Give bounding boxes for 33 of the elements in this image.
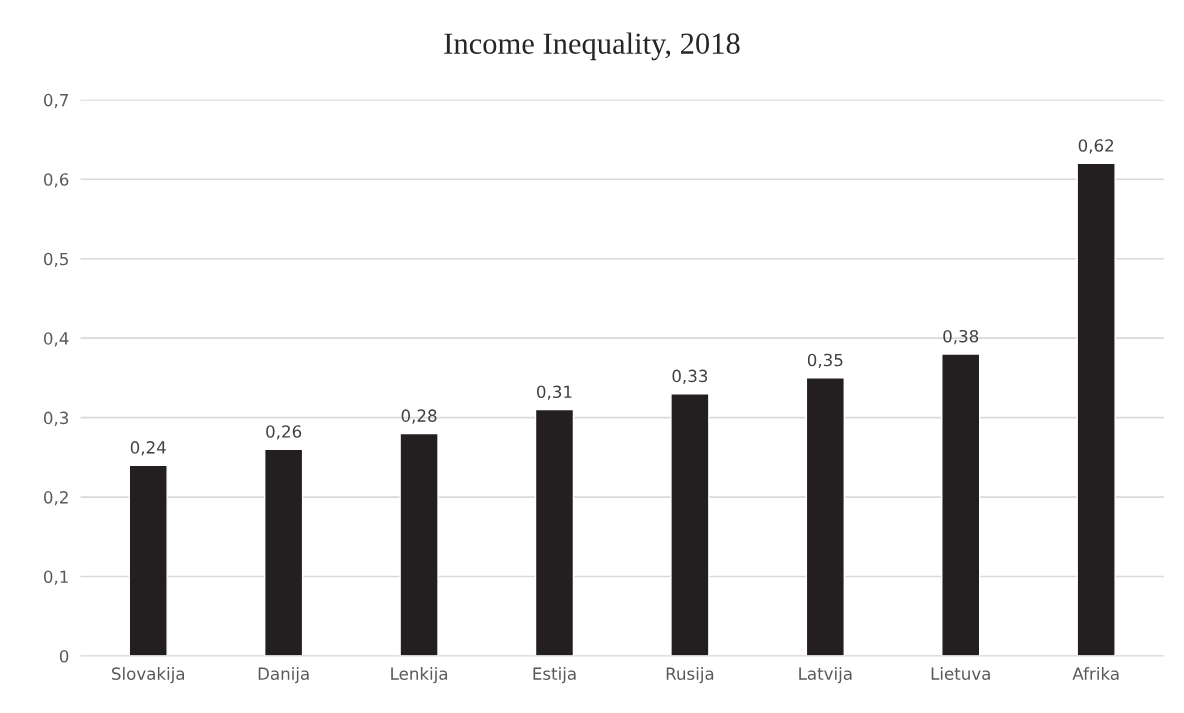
y-tick-label: 0,5: [43, 252, 68, 267]
y-tick-label: 0,3: [43, 411, 69, 426]
y-tick-label: 0,7: [43, 93, 68, 109]
bar: [805, 377, 845, 656]
bar: [670, 393, 710, 656]
bar: [534, 408, 575, 656]
bar: [941, 353, 981, 656]
data-label: 0,28: [401, 409, 437, 424]
data-label: 0,35: [807, 353, 843, 369]
bar: [128, 464, 168, 656]
x-tick-label: Latvija: [799, 667, 852, 684]
x-tick-label: Lietuva: [931, 667, 990, 680]
data-label: 0,38: [943, 329, 979, 345]
y-tick-label: 0,6: [43, 173, 69, 188]
y-tick-label: 0,4: [43, 332, 69, 347]
bar: [399, 432, 439, 656]
x-tick-label: Slovakija: [112, 667, 185, 684]
data-label: 0,33: [672, 369, 708, 384]
x-tick-label: Rusija: [666, 667, 714, 684]
bar: [263, 448, 304, 656]
data-label: 0,26: [266, 425, 302, 440]
x-tick-label: Estija: [533, 667, 576, 684]
x-tick-label: Lenkija: [391, 667, 448, 684]
y-tick-label: 0: [59, 649, 69, 663]
chart-title: Income Inequality, 2018: [444, 32, 740, 61]
y-tick-label: 0,1: [43, 570, 68, 585]
data-label: 0,24: [130, 441, 166, 456]
data-label: 0,31: [537, 385, 572, 400]
bar: [1076, 162, 1116, 656]
x-tick-label: Danija: [258, 667, 309, 684]
data-label: 0,62: [1078, 139, 1114, 154]
x-tick-label: Afrika: [1072, 667, 1119, 680]
y-tick-label: 0,2: [43, 491, 68, 506]
